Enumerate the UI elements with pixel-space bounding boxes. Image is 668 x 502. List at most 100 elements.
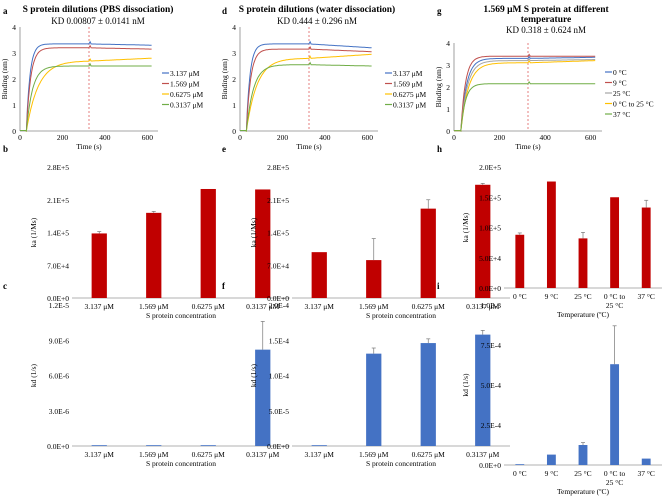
y-tick-label: 1.0E+5 <box>479 224 501 233</box>
series-line-3 <box>20 57 152 132</box>
panel-i: i 0.0E+0 2.5E-4 5.0E-4 7.5E-4 1.0E-3 0 °C 9 °C 2… <box>437 281 662 496</box>
category-label: 0 °C <box>513 469 527 478</box>
category-label: 0 °C <box>513 292 527 301</box>
y-tick-label: 0.0E+0 <box>479 284 501 293</box>
y-tick-label: 1 <box>232 101 236 110</box>
y-tick-label: 1.4E+5 <box>47 229 69 238</box>
x-tick-label: 0 <box>18 133 22 142</box>
panel-letter-f: f <box>222 281 226 291</box>
category-label-cont: 25 °C <box>606 301 623 310</box>
category-label: 9 °C <box>545 292 559 301</box>
y-tick-label: 0.0E+0 <box>47 442 69 451</box>
bar-2 <box>146 212 162 298</box>
y-tick-label: 4 <box>446 39 450 48</box>
x-tick-label: 200 <box>57 133 69 142</box>
bar-4 <box>255 349 271 446</box>
y-tick-label: 0.0E+0 <box>267 442 289 451</box>
bar-2 <box>366 260 382 298</box>
y-tick-label: 2.1E+5 <box>267 196 289 205</box>
series-line-2 <box>240 45 372 132</box>
y-axis-label: ka (1/Ms) <box>461 212 470 242</box>
category-label: 25 °C <box>574 292 591 301</box>
legend-entry: 37 °C <box>613 110 630 119</box>
legend-entry: 0.3137 μM <box>170 101 204 110</box>
series-line-3 <box>454 57 596 132</box>
bar-1 <box>91 445 107 446</box>
series-line-4 <box>240 61 372 132</box>
panel-d: d S protein dilutions (water dissociation… <box>220 4 427 151</box>
category-label: 3.137 μM <box>85 302 115 311</box>
category-label: 0.6275 μM <box>412 450 446 459</box>
series-line-5 <box>454 80 596 132</box>
category-label: 0 °C to <box>604 292 626 301</box>
bar-5 <box>641 207 651 288</box>
y-tick-label: 6.0E-6 <box>49 372 69 381</box>
y-tick-label: 0 <box>232 127 236 136</box>
category-label: 1.569 μM <box>139 450 169 459</box>
panel-c: c 0.0E+0 3.0E-6 6.0E-6 9.0E-6 1.2E-5 3.137 μM 1… <box>3 281 290 468</box>
panel-letter-b: b <box>3 144 8 154</box>
x-axis-label: Time (s) <box>296 142 322 151</box>
category-label: 0.6275 μM <box>412 302 446 311</box>
x-axis-label: S protein concentration <box>146 311 216 320</box>
y-tick-label: 3.0E-6 <box>49 407 69 416</box>
x-tick-label: 0 <box>452 133 456 142</box>
y-axis-label: ka (1/Ms) <box>29 217 38 247</box>
category-label: 0.3137 μM <box>246 302 280 311</box>
legend-entry: 0.6275 μM <box>393 90 427 99</box>
chart-title: S protein dilutions (water dissociation) <box>239 4 395 15</box>
series-line-3 <box>240 53 372 132</box>
y-tick-label: 1.2E-5 <box>49 301 69 310</box>
panel-letter-a: a <box>3 6 8 16</box>
y-tick-label: 3 <box>232 49 236 58</box>
category-label: 9 °C <box>545 469 559 478</box>
category-label: 3.137 μM <box>305 450 335 459</box>
bar-2 <box>546 181 556 288</box>
panel-h: h 0.0E+0 5.0E+4 1.0E+5 1.5E+5 2.0E+5 0 °C 9 °C 2… <box>437 144 662 319</box>
y-tick-label: 1 <box>446 105 450 114</box>
y-tick-label: 0 <box>446 127 450 136</box>
y-tick-label: 2.0E+5 <box>479 163 501 172</box>
category-label: 3.137 μM <box>305 302 335 311</box>
category-label: 37 °C <box>638 292 655 301</box>
bar-3 <box>578 238 588 288</box>
x-axis-label: S protein concentration <box>366 311 436 320</box>
y-tick-label: 1.5E+5 <box>479 193 501 202</box>
chart-title-line1: 1.569 μM S protein at different <box>483 5 609 15</box>
category-label: 0 °C to <box>604 469 626 478</box>
y-axis-label: kd (1/s) <box>29 363 38 387</box>
y-tick-label: 2 <box>12 75 16 84</box>
chart-title: S protein dilutions (PBS dissociation) <box>23 4 174 15</box>
y-tick-label: 2.8E+5 <box>267 163 289 172</box>
y-tick-label: 4 <box>232 23 236 32</box>
panel-letter-e: e <box>222 144 226 154</box>
y-tick-label: 3 <box>446 61 450 70</box>
bar-2 <box>366 353 382 446</box>
x-axis-label: Time (s) <box>76 142 102 151</box>
y-axis-label: Binding (nm) <box>434 66 443 107</box>
bar-4 <box>610 197 620 288</box>
bar-3 <box>200 445 216 446</box>
panel-letter-i: i <box>437 281 440 291</box>
y-tick-label: 1.0E-4 <box>269 372 289 381</box>
y-tick-label: 2.1E+5 <box>47 196 69 205</box>
panel-b: b 0.0E+0 7.0E+4 1.4E+5 2.1E+5 2.8E+5 3.137 μM 1… <box>3 144 290 320</box>
legend-entry: 0 °C <box>613 68 627 77</box>
series-line-4 <box>20 62 152 132</box>
x-tick-label: 600 <box>142 133 154 142</box>
legend-entry: 3.137 μM <box>393 69 423 78</box>
bar-3 <box>420 208 436 298</box>
panel-a: a S protein dilutions (PBS dissociation)K… <box>0 4 204 151</box>
y-tick-label: 7.0E+4 <box>267 261 289 270</box>
category-label: 25 °C <box>574 469 591 478</box>
panel-letter-h: h <box>437 144 442 154</box>
legend-entry: 9 °C <box>613 79 627 88</box>
category-label: 37 °C <box>638 469 655 478</box>
y-tick-label: 0.0E+0 <box>47 294 69 303</box>
series-line-1 <box>240 40 372 132</box>
bar-1 <box>311 445 327 446</box>
legend-entry: 0.3137 μM <box>393 101 427 110</box>
legend-entry: 25 °C <box>613 89 630 98</box>
x-tick-label: 400 <box>99 133 111 142</box>
